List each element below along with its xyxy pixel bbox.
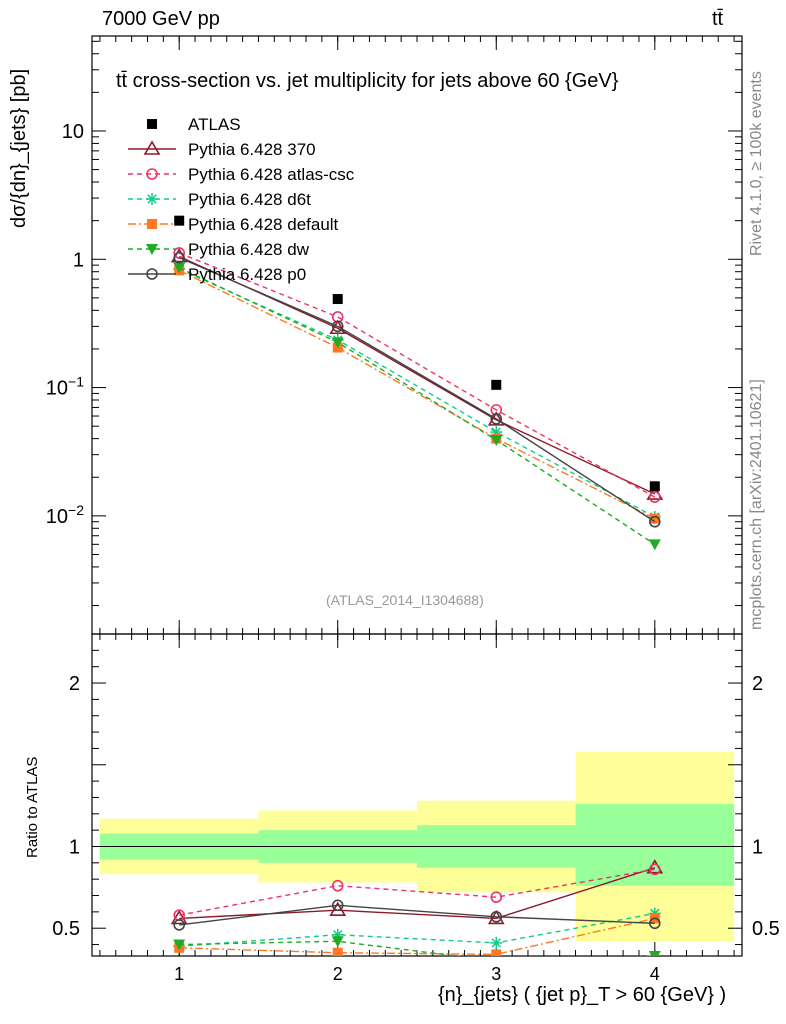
main-point-atlas_csc xyxy=(649,491,661,503)
ratio-series-line-p0 xyxy=(179,904,655,926)
legend-label-atlas: ATLAS xyxy=(188,115,241,134)
main-y-tick-label: 10−1 xyxy=(46,374,84,400)
x-tick-label: 3 xyxy=(491,964,501,984)
legend-label-p370: Pythia 6.428 370 xyxy=(188,140,316,159)
main-point-p0 xyxy=(490,413,503,425)
atlas-data-point xyxy=(649,481,660,492)
main-point-atlas_csc xyxy=(490,404,503,416)
legend-marker-p370 xyxy=(143,140,161,155)
chart-title: tt̄ cross-section vs. jet multiplicity f… xyxy=(116,70,619,92)
legend-label-d6t: Pythia 6.428 d6t xyxy=(188,190,311,209)
ratio-point-p370 xyxy=(170,909,188,925)
ratio-y-tick-label: 2 xyxy=(752,673,763,695)
main-series-line-dw xyxy=(178,267,656,545)
main-point-dw xyxy=(648,539,661,551)
main-series-line-atlas_csc xyxy=(178,252,656,498)
ratio-y-tick-label: 2 xyxy=(69,673,80,695)
main-series-line-d6t xyxy=(178,268,656,518)
ratio-point-atlas_csc xyxy=(649,863,661,876)
ratio-point-p0 xyxy=(649,917,661,930)
main-point-p0 xyxy=(331,320,344,333)
x-tick-label: 1 xyxy=(174,964,184,984)
main-series-line-p0 xyxy=(178,256,656,523)
legend-marker-default xyxy=(147,219,157,229)
main-y-tick-label: 10 xyxy=(62,121,84,143)
ratio-series-line-d6t xyxy=(179,912,655,947)
atlas-data-point xyxy=(174,215,185,226)
legend-label-p0: Pythia 6.428 p0 xyxy=(188,265,306,284)
ratio-point-atlas_csc xyxy=(331,879,344,892)
ratio-point-default xyxy=(332,947,343,956)
ratio-point-atlas_csc xyxy=(490,891,503,903)
main-point-p0 xyxy=(649,515,661,528)
ratio-point-p0 xyxy=(331,899,344,912)
ratio-point-p0 xyxy=(173,919,185,931)
legend-label-default: Pythia 6.428 default xyxy=(188,215,339,234)
plot-header-right: tt̄ xyxy=(712,8,724,30)
main-series-line-default xyxy=(178,269,656,520)
legend-label-dw: Pythia 6.428 dw xyxy=(188,240,310,259)
ratio-y-tick-label: 1 xyxy=(752,836,763,858)
ratio-series-p0 xyxy=(173,899,661,931)
atlas-data-point xyxy=(332,294,343,305)
main-point-default xyxy=(649,513,660,524)
legend-marker-atlas xyxy=(147,119,157,129)
legend-marker-d6t xyxy=(146,193,158,205)
plot-header-left: 7000 GeV pp xyxy=(102,8,220,30)
main-point-p0 xyxy=(173,251,185,264)
ratio-point-dw xyxy=(331,936,344,948)
main-y-tick-label: 10−2 xyxy=(46,502,84,528)
analysis-id: (ATLAS_2014_I1304688) xyxy=(326,592,484,608)
legend-marker-atlas_csc xyxy=(146,168,158,180)
legend-label-atlas_csc: Pythia 6.428 atlas-csc xyxy=(188,165,355,184)
legend-marker-p0 xyxy=(146,268,158,280)
ratio-series-line-dw xyxy=(179,940,655,956)
ratio-point-dw xyxy=(648,951,661,956)
main-y-tick-label: 1 xyxy=(73,249,84,271)
main-point-dw xyxy=(490,435,503,447)
main-point-dw xyxy=(173,262,186,274)
ratio-series-dw xyxy=(173,936,661,956)
x-tick-label: 4 xyxy=(650,964,660,984)
ratio-y-tick-label: 1 xyxy=(69,836,80,858)
ratio-y-tick-label: 0.5 xyxy=(52,918,80,940)
main-point-p370 xyxy=(487,411,505,426)
ratio-series-line-atlas_csc xyxy=(179,868,655,916)
ratio-point-dw xyxy=(173,939,186,951)
atlas-data-point xyxy=(491,379,502,390)
main-point-dw xyxy=(331,337,344,349)
legend-marker-dw xyxy=(146,244,158,255)
main-point-p370 xyxy=(329,319,347,335)
ratio-point-d6t xyxy=(490,936,503,949)
x-axis-label: {n}_{jets} ( {jet p}_T > 60 {GeV} ) xyxy=(438,984,727,1006)
ratio-series-atlas_csc xyxy=(173,863,661,921)
ratio-point-p0 xyxy=(490,910,503,923)
ratio-series-line-p370 xyxy=(179,867,656,920)
ratio-y-tick-label: 0.5 xyxy=(752,918,780,940)
x-tick-label: 2 xyxy=(333,964,343,984)
ratio-point-default xyxy=(491,949,502,956)
